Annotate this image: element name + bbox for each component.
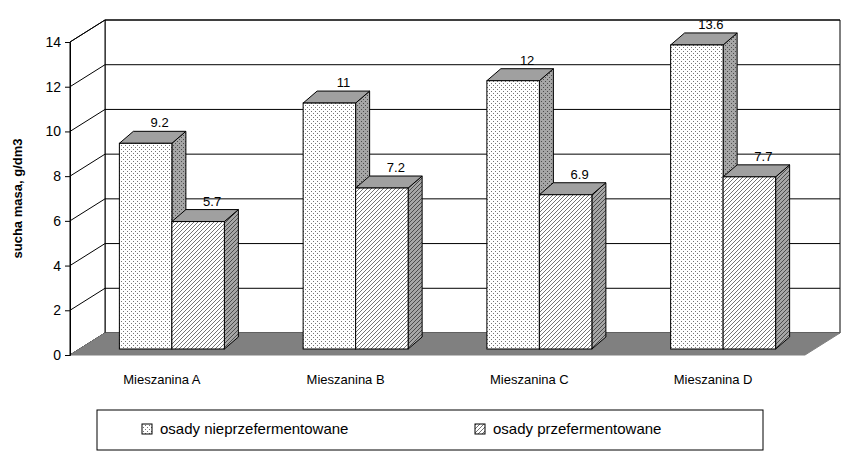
x-axis: Mieszanina A Mieszanina B Mieszanina C Mies… [123,372,752,387]
bar [172,222,225,349]
tick-label: 4 [53,258,61,274]
data-labels: 9.2 5.7 11 7.2 12 6.9 13.6 7.7 [151,17,773,209]
tick-label: Mieszanina A [123,372,201,387]
tick-label: Mieszanina B [307,372,385,387]
tick: 8 [53,168,70,184]
legend-swatch [142,424,152,434]
bar-side [408,176,422,349]
data-label: 5.7 [203,194,221,209]
tick-label: Mieszanina D [674,372,753,387]
tick-mark [65,355,70,356]
data-label: 6.9 [571,167,589,182]
legend-label: osady nieprzefermentowane [160,420,348,437]
chart: 9.2 5.7 11 7.2 12 6.9 13.6 7.7 0 2 4 6 8 10 12 14 Miesza… [0,0,859,457]
tick: 14 [45,34,70,50]
tick: 10 [45,123,70,139]
data-label: 9.2 [151,115,169,130]
tick-mark [65,42,70,43]
tick-label: 10 [45,123,61,139]
tick: 4 [53,258,70,274]
data-label: 7.7 [754,149,772,164]
data-label: 13.6 [698,17,723,32]
bar-top [356,176,423,188]
data-label: 11 [337,75,351,90]
tick-label: 14 [45,34,61,50]
data-label: 12 [520,53,534,68]
tick-mark [65,221,70,222]
tick-mark [65,131,70,132]
bar-side [592,183,606,349]
tick: 0 [53,347,70,363]
y-axis: 0 2 4 6 8 10 12 14 [45,34,70,363]
bar [303,103,356,349]
grid [70,20,840,355]
tick: 12 [45,79,70,95]
bar [723,177,776,349]
tick-label: 6 [53,213,61,229]
tick-mark [65,266,70,267]
axis-line [65,43,71,356]
bar [671,45,724,349]
bar-top [671,33,738,45]
data-label: 7.2 [387,160,405,175]
bar [539,195,592,349]
bar [487,81,540,349]
bar-top [487,69,554,81]
tick-label: 2 [53,302,61,318]
bar-top [539,183,606,195]
legend-swatch [475,424,485,434]
bars [119,33,789,349]
tick-label: Mieszanina C [490,372,569,387]
tick: 6 [53,213,70,229]
legend-box [97,410,763,450]
legend: osady nieprzefermentowane osady przeferme… [97,410,763,450]
tick-label: 12 [45,79,61,95]
tick-label: 8 [53,168,61,184]
tick-label: 0 [53,347,61,363]
bar-top [172,210,239,222]
tick: 2 [53,302,70,318]
side-wall [70,20,105,355]
bar-side [776,165,790,349]
bar [119,143,172,349]
bar-top [119,131,186,143]
tick-mark [65,87,70,88]
bar-side [224,210,238,349]
bar [356,188,409,349]
tick-mark [65,176,70,177]
bar-top [723,165,790,177]
tick-mark [65,310,70,311]
y-axis-title: sucha masa, g/dm3 [10,139,25,259]
bar-top [303,91,370,103]
legend-label: osady przefermentowane [493,420,661,437]
